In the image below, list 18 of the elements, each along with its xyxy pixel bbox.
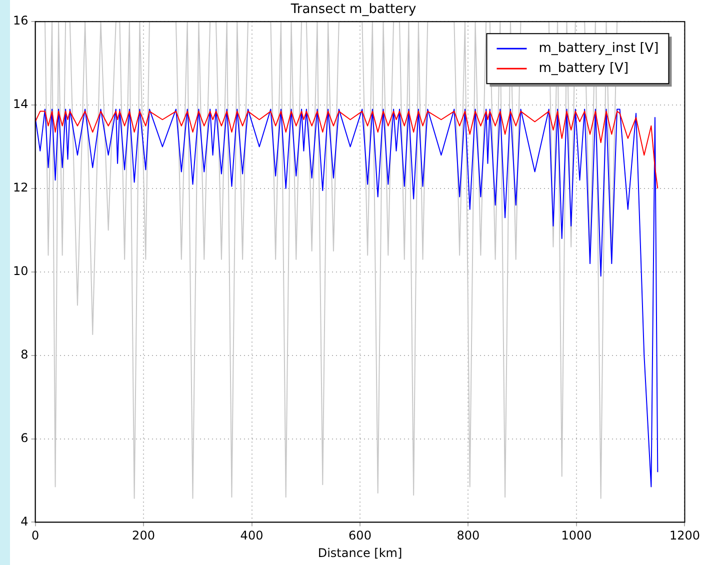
y-tick-label: 14 <box>12 97 28 112</box>
x-tick-label: 800 <box>456 528 480 543</box>
legend-label: m_battery_inst [V] <box>538 40 659 56</box>
y-tick-label: 8 <box>20 347 28 362</box>
x-tick-label: 400 <box>240 528 264 543</box>
y-tick-label: 4 <box>20 514 28 528</box>
y-tick-label: 12 <box>12 180 28 195</box>
y-tick-label: 6 <box>20 430 28 445</box>
x-axis-title: Distance [km] <box>318 546 402 560</box>
y-tick-label: 16 <box>12 14 28 28</box>
legend-label: m_battery [V] <box>538 60 629 76</box>
x-tick-label: 1000 <box>561 528 592 543</box>
y-tick-label: 10 <box>12 264 28 278</box>
x-tick-label: 1200 <box>669 528 700 543</box>
x-tick-label: 600 <box>348 528 372 543</box>
x-tick-label: 200 <box>132 528 155 543</box>
chart-title: Transect m_battery <box>290 2 416 18</box>
x-tick-label: 0 <box>31 528 40 543</box>
